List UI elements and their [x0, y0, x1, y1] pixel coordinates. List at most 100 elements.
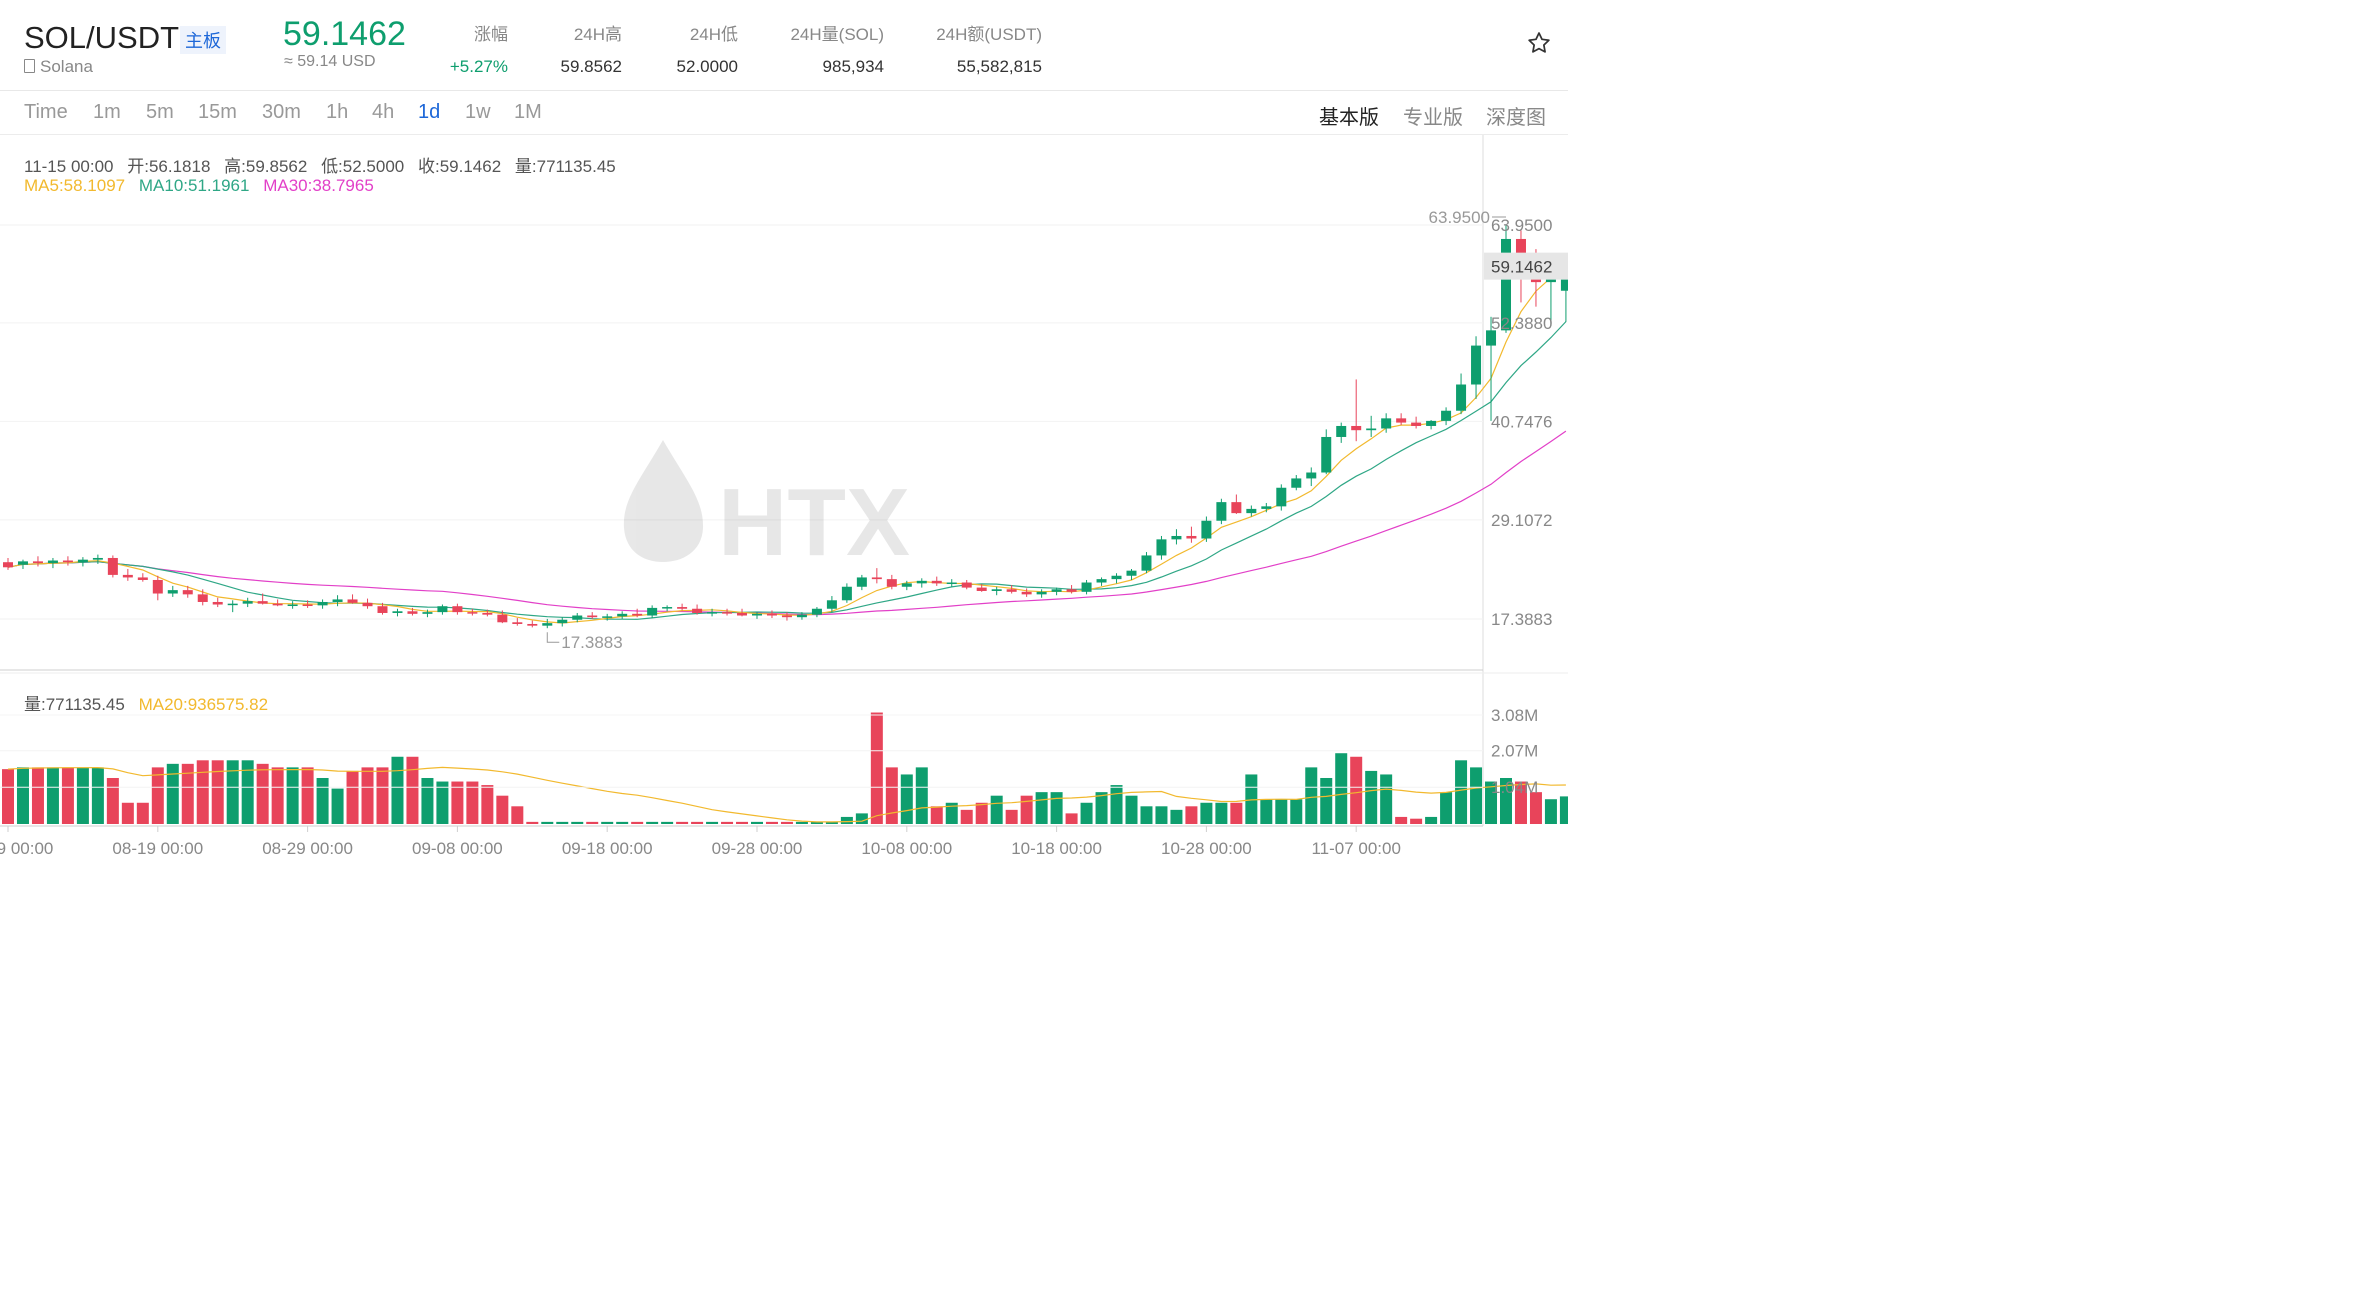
volume-bar: [1170, 809, 1183, 824]
favorite-button[interactable]: [1526, 30, 1552, 61]
interval-1m[interactable]: 1m: [93, 101, 121, 123]
interval-time[interactable]: Time: [24, 101, 68, 123]
volume-bar: [1230, 802, 1243, 824]
view-pro[interactable]: 专业版: [1403, 107, 1463, 129]
kline-chart[interactable]: HTX 63.9500 52.3880 40.7476 29.1072 17.3883 5…: [0, 0, 1568, 867]
stat-24h-high: 24H高 59.8562: [542, 20, 622, 77]
volume-bar: [271, 767, 284, 824]
candle-body: [197, 594, 208, 602]
coin-name: Solana: [24, 57, 93, 77]
chart-toolbar: [0, 91, 1568, 135]
candle-body: [692, 608, 703, 613]
candle-body: [707, 612, 718, 614]
symbol-title[interactable]: SOL/USDT: [24, 20, 180, 55]
candle-body: [602, 616, 613, 618]
candle-body: [1066, 589, 1077, 592]
candle-body: [1411, 422, 1422, 426]
volume-ma20-value: MA20:936575.82: [138, 695, 269, 714]
volume-bar: [331, 788, 344, 824]
volume-info: 量:771135.45 MA20:936575.82: [24, 690, 277, 715]
candle-body: [1336, 425, 1347, 437]
volume-bar: [466, 781, 479, 824]
interval-1w[interactable]: 1w: [465, 101, 491, 123]
volume-bar: [990, 795, 1003, 824]
view-depth[interactable]: 深度图: [1486, 107, 1546, 129]
ma-info: MA5:58.1097 MA10:51.1961 MA30:38.7965: [24, 176, 383, 196]
volume-bar: [1065, 813, 1078, 824]
volume-bar: [1305, 767, 1318, 824]
candle-body: [1036, 591, 1047, 595]
interval-15m[interactable]: 15m: [198, 101, 237, 123]
candle-body: [92, 557, 103, 560]
candle-body: [752, 613, 762, 616]
volume-bar: [1125, 795, 1138, 824]
price-axis: 63.9500 52.3880 40.7476 29.1072 17.3883 59.14…: [1484, 216, 1568, 629]
high-low-markers: 63.9500 17.3883: [546, 208, 1506, 652]
ohlc-date: 11-15 00:00: [24, 157, 114, 176]
time-tick-label: 09-08 00:00: [412, 839, 503, 858]
volume-bar: [706, 821, 719, 824]
candle-body: [1471, 345, 1482, 385]
volume-bar: [1260, 799, 1273, 824]
volume-bar: [1095, 792, 1108, 824]
volume-bar: [361, 767, 374, 824]
candle-body: [1545, 278, 1556, 283]
volume-bar: [391, 756, 404, 824]
volume-bar: [855, 813, 868, 824]
volume-bar: [960, 809, 973, 824]
candle-body: [437, 606, 448, 613]
volume-bar: [1200, 802, 1213, 824]
candle-body: [1081, 582, 1092, 592]
volume-bar: [810, 821, 823, 824]
volume-bar: [181, 763, 194, 824]
volume-bar: [406, 756, 419, 824]
candle-body: [182, 590, 193, 595]
market-header: SOL/USDT 主板 Solana 59.1462 ≈ 59.14 USD 涨…: [0, 0, 1568, 91]
candle-body: [122, 574, 133, 578]
candle-body: [62, 560, 73, 563]
candle-body: [1246, 508, 1257, 514]
stat-24h-volume: 24H量(SOL) 985,934: [774, 20, 884, 77]
candle-body: [242, 601, 253, 604]
interval-30m[interactable]: 30m: [262, 101, 301, 123]
interval-1h[interactable]: 1h: [326, 101, 349, 123]
stat-label: 24H额(USDT): [936, 25, 1042, 44]
volume-bar: [76, 767, 89, 824]
candle-body: [916, 580, 927, 584]
stat-label: 24H量(SOL): [790, 25, 884, 44]
interval-4h[interactable]: 4h: [372, 101, 395, 123]
candle-body: [1501, 238, 1511, 331]
view-basic[interactable]: 基本版: [1319, 107, 1379, 129]
candle-body: [317, 601, 328, 606]
interval-1M[interactable]: 1M: [514, 101, 542, 123]
current-price-tag: [1484, 252, 1568, 280]
ma10-value: MA10:51.1961: [138, 176, 250, 195]
coin-name-label: Solana: [40, 57, 93, 76]
candle-body: [467, 612, 478, 614]
volume-bar: [930, 806, 943, 824]
volume-bar: [1500, 777, 1512, 824]
volume-bar: [301, 767, 314, 824]
candle-body: [796, 614, 807, 618]
volume-bar: [1020, 795, 1033, 824]
volume-bar: [751, 821, 763, 824]
interval-5m[interactable]: 5m: [146, 101, 174, 123]
volume-bar: [1470, 767, 1483, 824]
candle-body: [1456, 384, 1467, 411]
volume-bar: [46, 767, 59, 824]
volume-bars: [2, 712, 1568, 824]
volume-ma20-line: [7, 766, 1566, 823]
volume-bar: [795, 821, 808, 824]
candle-body: [1201, 520, 1212, 539]
volume-bar: [16, 767, 29, 824]
stat-value: 59.8562: [560, 57, 622, 76]
volume-bar: [616, 821, 629, 824]
volume-tick-label: 1.04M: [1491, 778, 1538, 797]
candle-body: [1486, 330, 1497, 346]
interval-1d[interactable]: 1d: [418, 101, 441, 123]
stat-value: 55,582,815: [956, 57, 1042, 76]
ohlc-high: 高:59.8562: [224, 157, 308, 176]
time-tick-label: 09-18 00:00: [562, 839, 653, 858]
candle-body: [1096, 579, 1107, 583]
candle-body: [1111, 575, 1122, 580]
